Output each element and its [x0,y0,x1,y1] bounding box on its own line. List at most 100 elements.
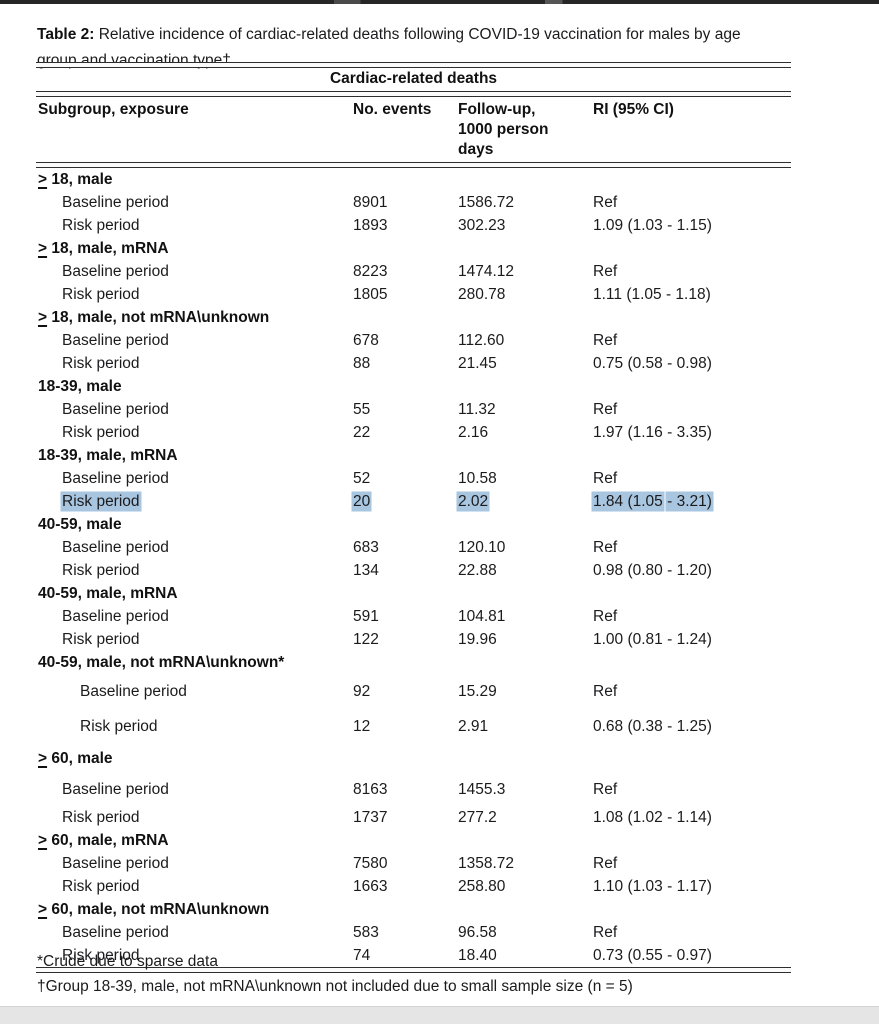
events-cell: 22 [353,424,371,441]
group-header: > 60, male, mRNA [38,832,169,849]
exposure-cell: Risk period [62,878,140,895]
followup-cell: 2.02 [458,490,593,513]
exposure-cell: Baseline period [62,855,169,872]
followup-cell: 277.2 [458,809,497,826]
group-header: 18-39, male [38,378,122,395]
exposure-cell: Risk period [80,718,158,735]
followup-cell: 1586.72 [458,194,515,211]
ri-cell: 1.00 (0.81 - 1.24) [593,631,712,648]
data-row: Risk period 1893 302.23 1.09 (1.03 - 1.15) [36,214,791,237]
data-row: Baseline period 583 96.58 Ref [36,921,791,944]
table-top-rule [36,62,791,68]
column-header-subgroup: Subgroup, exposure [38,101,189,118]
events-cell: 683 [353,539,379,556]
data-row: Risk period 20 2.02 1.84 (1.05 - 3.21) [36,490,791,513]
ri-cell: Ref [593,470,618,487]
events-cell: 1663 [353,878,388,895]
events-cell: 122 [353,631,379,648]
exposure-cell: Risk period [62,631,140,648]
exposure-cell: Risk period [62,424,140,441]
data-row: Risk period 1663 258.80 1.10 (1.03 - 1.17) [36,875,791,898]
page-edge-strip [0,1006,879,1024]
column-header-followup: Follow-up, 1000 person days [458,101,549,158]
events-cell: 1737 [353,809,388,826]
followup-cell: 302.23 [458,217,506,234]
followup-cell: 96.58 [458,924,497,941]
exposure-cell: Baseline period [62,401,169,418]
events-cell: 8223 [353,263,388,280]
events-cell: 7580 [353,855,388,872]
followup-cell: 11.32 [458,401,496,418]
data-row: Risk period 88 21.45 0.75 (0.58 - 0.98) [36,352,791,375]
exposure-cell: Risk period [62,355,140,372]
greater-equal-symbol: > [38,309,48,326]
footnote-excluded-group: †Group 18-39, male, not mRNA\unknown not… [37,978,633,995]
table-group: 18-39, male, mRNA Baseline period 52 10.58 R… [36,444,791,513]
followup-cell: 15.29 [458,683,497,700]
table-body: > 18, male Baseline period 8901 1586.72 Ref R… [36,168,791,967]
ri-cell: Ref [593,332,618,349]
ri-cell: Ref [593,924,618,941]
exposure-cell: Baseline period [62,608,169,625]
table-span-header: Cardiac-related deaths [329,70,498,87]
ri-cell: 1.10 (1.03 - 1.17) [593,878,712,895]
data-row: Risk period 134 22.88 0.98 (0.80 - 1.20) [36,559,791,582]
group-header: > 18, male [38,171,113,188]
data-row: Baseline period 52 10.58 Ref [36,467,791,490]
ri-cell: 1.09 (1.03 - 1.15) [593,217,712,234]
data-row: Baseline period 8163 1455.3 Ref [36,773,791,806]
exposure-cell: Baseline period [62,924,169,941]
ri-cell: Ref [593,401,618,418]
followup-cell: 19.96 [458,631,497,648]
events-cell: 8901 [353,194,388,211]
table-group: > 18, male Baseline period 8901 1586.72 Ref R… [36,168,791,237]
table-group: > 60, male, not mRNA\unknown Baseline per… [36,898,791,967]
events-cell: 134 [353,562,379,579]
ri-cell: Ref [593,683,618,700]
followup-cell: 2.16 [458,424,489,441]
ri-cell: 1.84 (1.05 - 3.21) [593,490,791,513]
data-row: Risk period 1805 280.78 1.11 (1.05 - 1.18) [36,283,791,306]
exposure-cell: Baseline period [62,263,169,280]
greater-equal-symbol: > [38,832,48,849]
events-cell: 74 [353,947,371,964]
exposure-cell: Baseline period [62,194,169,211]
followup-cell: 1358.72 [458,855,515,872]
data-row: Baseline period 92 15.29 Ref [36,674,791,709]
followup-cell: 112.60 [458,332,505,349]
table-group: 40-59, male, not mRNA\unknown* Baseline p… [36,651,791,744]
exposure-cell: Baseline period [62,332,169,349]
table-group: > 60, male Baseline period 8163 1455.3 Ref Ri… [36,744,791,829]
group-header: > 60, male [38,750,113,767]
group-header: > 18, male, mRNA [38,240,169,257]
table-bottom-rule [36,967,791,973]
data-row: Risk period 12 2.91 0.68 (0.38 - 1.25) [36,709,791,744]
ri-cell: 0.68 (0.38 - 1.25) [593,718,712,735]
followup-cell: 258.80 [458,878,506,895]
data-row: Baseline period 591 104.81 Ref [36,605,791,628]
group-header: 40-59, male, not mRNA\unknown* [38,654,285,671]
exposure-cell: Risk period [62,947,140,964]
events-cell: 52 [353,470,371,487]
exposure-cell: Risk period [62,562,140,579]
data-row: Risk period 74 18.40 0.73 (0.55 - 0.97) [36,944,791,967]
exposure-cell: Baseline period [80,683,187,700]
cropped-content-strip [0,0,879,4]
followup-cell: 18.40 [458,947,497,964]
table-group: 40-59, male Baseline period 683 120.10 Ref Ri… [36,513,791,582]
header-bottom-rule [36,162,791,168]
column-header-events: No. events [353,101,432,118]
table-caption-label: Table 2: [37,25,95,43]
events-cell: 1893 [353,217,388,234]
followup-cell: 280.78 [458,286,506,303]
followup-cell: 2.91 [458,718,489,735]
data-row: Baseline period 55 11.32 Ref [36,398,791,421]
events-cell: 92 [353,683,371,700]
events-cell: 583 [353,924,379,941]
greater-equal-symbol: > [38,240,48,257]
ri-cell: Ref [593,608,618,625]
events-cell: 8163 [353,781,388,798]
ri-cell: 0.98 (0.80 - 1.20) [593,562,712,579]
data-row: Risk period 22 2.16 1.97 (1.16 - 3.35) [36,421,791,444]
data-row: Baseline period 678 112.60 Ref [36,329,791,352]
